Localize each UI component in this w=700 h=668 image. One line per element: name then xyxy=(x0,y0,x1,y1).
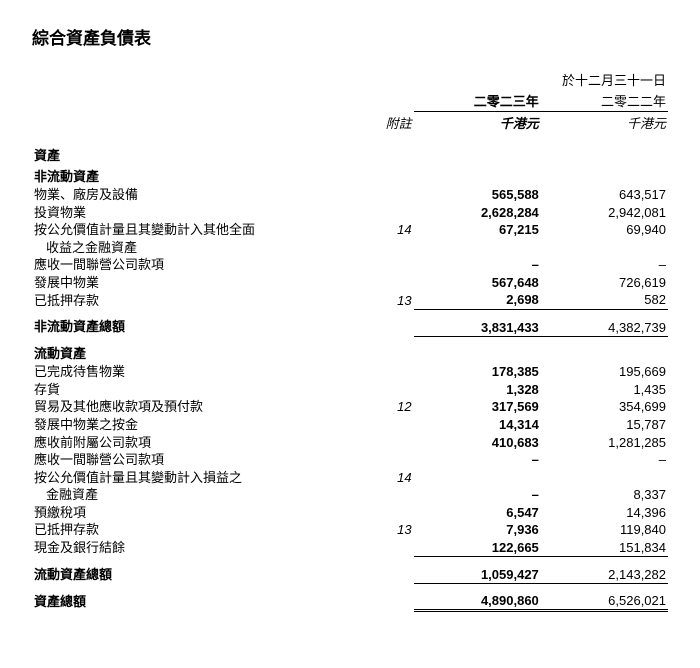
table-row: 貿易及其他應收款項及預付款 12 317,569 354,699 xyxy=(32,398,668,416)
table-row: 預繳稅項 6,547 14,396 xyxy=(32,504,668,522)
table-row: 發展中物業 567,648 726,619 xyxy=(32,274,668,292)
table-row: 現金及銀行結餘 122,665 151,834 xyxy=(32,539,668,557)
table-row: 投資物業 2,628,284 2,942,081 xyxy=(32,204,668,222)
col-note-header: 附註 xyxy=(363,112,414,134)
table-row: 發展中物業之按金 14,314 15,787 xyxy=(32,416,668,434)
table-row: 應收一間聯營公司款項 – – xyxy=(32,451,668,469)
unit-cur: 千港元 xyxy=(500,116,539,131)
table-row: 按公允價值計量且其變動計入其他全面 14 67,215 69,940 xyxy=(32,221,668,239)
table-row: 按公允價值計量且其變動計入損益之 14 xyxy=(32,469,668,487)
table-row: 存貨 1,328 1,435 xyxy=(32,381,668,399)
table-row: 物業、廠房及設備 565,588 643,517 xyxy=(32,186,668,204)
col-year-prev: 二零二二年 xyxy=(541,90,668,112)
ca-total-row: 流動資產總額 1,059,427 2,143,282 xyxy=(32,563,668,584)
col-year-current: 二零二三年 xyxy=(474,94,539,109)
table-row: 金融資產 – 8,337 xyxy=(32,486,668,504)
as-of-header: 於十二月三十一日 xyxy=(414,69,668,90)
unit-prev: 千港元 xyxy=(541,112,668,134)
section-assets: 資產 xyxy=(32,139,668,165)
total-assets-row: 資產總額 4,890,860 6,526,021 xyxy=(32,590,668,611)
table-row: 已抵押存款 13 7,936 119,840 xyxy=(32,521,668,539)
table-row: 應收一間聯營公司款項 – – xyxy=(32,256,668,274)
table-row: 已抵押存款 13 2,698 582 xyxy=(32,291,668,309)
section-nca: 非流動資產 xyxy=(32,165,668,186)
page-title: 綜合資產負債表 xyxy=(32,24,668,49)
section-ca: 流動資產 xyxy=(32,342,668,363)
table-row: 已完成待售物業 178,385 195,669 xyxy=(32,363,668,381)
balance-sheet-table: 於十二月三十一日 二零二三年 二零二二年 附註 千港元 千港元 資產 非流動資產… xyxy=(32,69,668,612)
table-row: 應收前附屬公司款項 410,683 1,281,285 xyxy=(32,434,668,452)
table-row: 收益之金融資產 xyxy=(32,239,668,257)
nca-total-row: 非流動資產總額 3,831,433 4,382,739 xyxy=(32,315,668,336)
